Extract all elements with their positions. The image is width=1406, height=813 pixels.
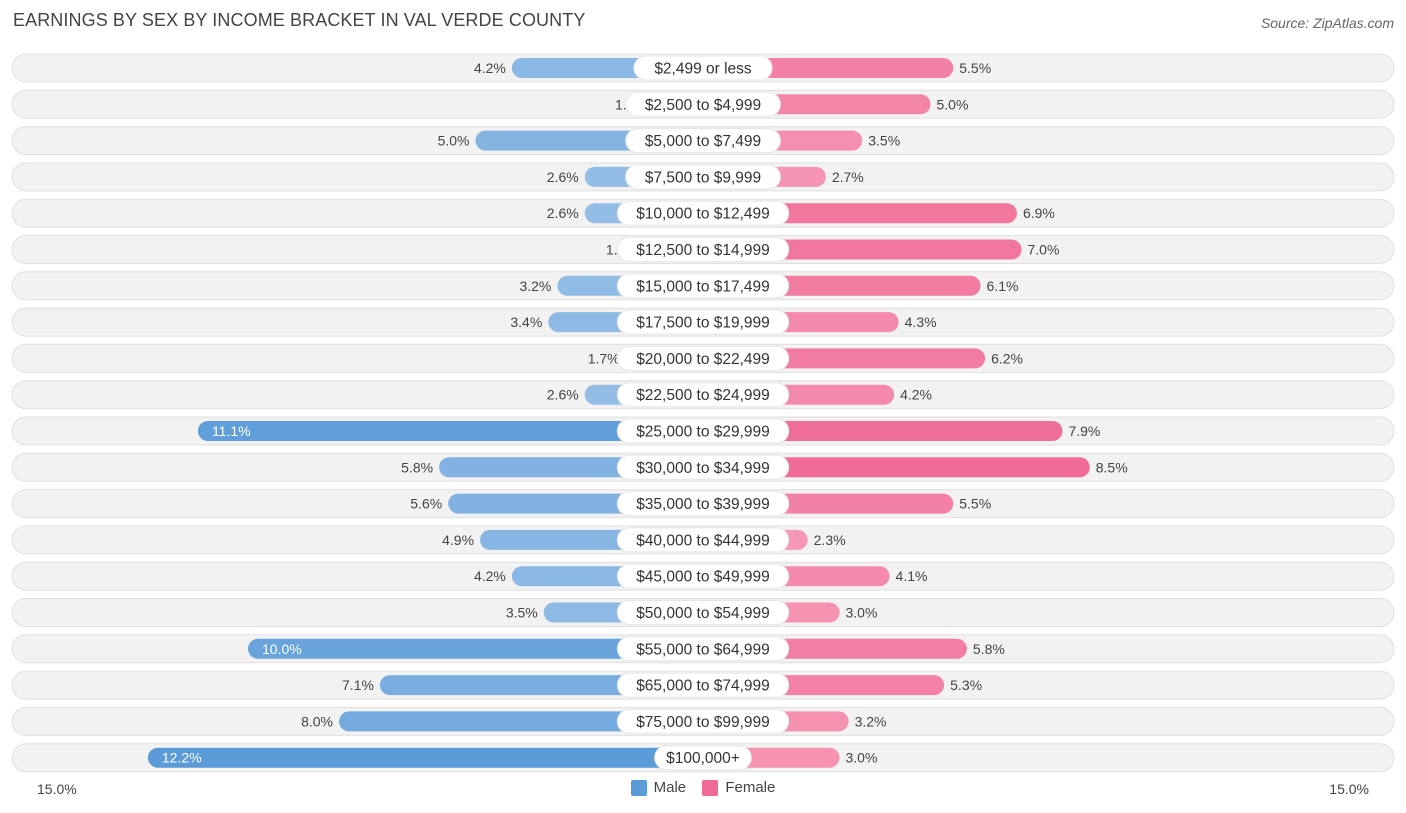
male-value-label: 7.1%	[342, 677, 374, 693]
category-label: $45,000 to $49,999	[636, 569, 770, 586]
female-value-label: 2.7%	[832, 169, 864, 185]
category-pill	[616, 309, 790, 335]
male-value-label: 2.6%	[547, 169, 579, 185]
legend-label-male: Male	[653, 779, 687, 796]
female-value-label: 5.3%	[950, 677, 982, 693]
male-value-label: 5.8%	[401, 459, 433, 475]
male-bar	[339, 711, 703, 732]
category-pill	[616, 418, 790, 444]
female-value-label: 5.0%	[937, 96, 969, 112]
female-value-label: 5.8%	[973, 641, 1005, 657]
category-pill	[616, 273, 790, 299]
category-pill	[616, 672, 790, 698]
category-pill	[616, 600, 790, 625]
category-label: $40,000 to $44,999	[636, 532, 770, 549]
female-value-label: 3.0%	[846, 605, 878, 621]
category-label: $2,500 to $4,999	[645, 97, 761, 114]
legend: Male Female	[0, 779, 1406, 800]
legend-item-male[interactable]: Male	[630, 779, 687, 796]
female-value-label: 6.1%	[987, 278, 1019, 294]
axis-right-label: 15.0%	[1329, 781, 1369, 797]
male-value-label: 4.2%	[474, 568, 506, 584]
category-pill	[616, 527, 790, 553]
category-pill	[616, 491, 790, 517]
category-pill	[616, 237, 790, 262]
category-pill	[616, 200, 790, 226]
category-pill	[616, 382, 790, 408]
female-bar	[703, 421, 1063, 441]
male-value-label: 5.0%	[438, 133, 470, 149]
category-pill	[616, 345, 790, 371]
category-label: $2,499 or less	[654, 61, 752, 78]
female-value-label: 7.0%	[1028, 242, 1060, 258]
category-label: $20,000 to $22,499	[636, 351, 770, 368]
category-pill	[616, 708, 790, 734]
female-value-label: 4.2%	[900, 387, 932, 403]
female-value-label: 5.5%	[959, 60, 991, 76]
category-pill	[654, 745, 752, 771]
category-label: $12,500 to $14,999	[636, 242, 770, 259]
legend-item-female[interactable]: Female	[702, 779, 775, 796]
axis-left-label: 15.0%	[37, 781, 77, 797]
category-label: $55,000 to $64,999	[636, 641, 770, 658]
female-value-label: 4.3%	[905, 314, 937, 330]
male-value-label: 8.0%	[301, 713, 333, 729]
male-bar	[197, 421, 703, 441]
female-value-label: 3.5%	[868, 133, 900, 149]
category-pill	[616, 563, 790, 589]
male-value-label: 3.2%	[519, 278, 551, 294]
category-label: $22,500 to $24,999	[636, 387, 770, 404]
category-label: $30,000 to $34,999	[636, 460, 770, 477]
male-value-label: 11.1%	[212, 423, 251, 439]
category-label: $100,000+	[666, 750, 740, 767]
source-credit: Source: ZipAtlas.com	[1260, 15, 1394, 31]
female-value-label: 3.0%	[846, 750, 878, 766]
legend-label-female: Female	[725, 779, 776, 796]
category-label: $75,000 to $99,999	[636, 714, 770, 731]
chart-title: EARNINGS BY SEX BY INCOME BRACKET IN VAL…	[13, 10, 586, 30]
legend-swatch-female	[702, 779, 719, 796]
male-bar	[147, 747, 703, 768]
male-value-label: 10.0%	[262, 641, 302, 657]
female-value-label: 3.2%	[855, 713, 887, 729]
female-bar	[703, 457, 1090, 478]
category-pill	[616, 636, 790, 662]
male-value-label: 3.4%	[510, 314, 542, 330]
category-pill	[616, 454, 790, 480]
category-label: $50,000 to $54,999	[636, 605, 770, 622]
category-label: $25,000 to $29,999	[636, 424, 770, 441]
category-label: $5,000 to $7,499	[645, 133, 761, 150]
male-value-label: 1.7%	[588, 350, 620, 366]
female-value-label: 6.2%	[991, 350, 1023, 366]
male-value-label: 2.6%	[547, 387, 579, 403]
category-pill	[625, 128, 781, 154]
female-value-label: 2.3%	[814, 532, 846, 548]
legend-swatch-male	[630, 779, 647, 796]
category-label: $10,000 to $12,499	[636, 206, 770, 223]
category-pill	[625, 91, 781, 117]
male-value-label: 4.9%	[442, 532, 474, 548]
category-pill	[625, 164, 781, 190]
female-value-label: 7.9%	[1068, 423, 1100, 439]
category-label: $65,000 to $74,999	[636, 678, 770, 695]
male-value-label: 3.5%	[506, 605, 538, 621]
male-value-label: 5.6%	[410, 496, 442, 512]
category-pill	[633, 55, 773, 81]
female-value-label: 5.5%	[959, 496, 991, 512]
category-label: $15,000 to $17,499	[636, 278, 770, 295]
male-bar	[248, 638, 703, 659]
category-label: $35,000 to $39,999	[636, 496, 770, 513]
category-label: $17,500 to $19,999	[636, 315, 770, 332]
female-value-label: 4.1%	[896, 568, 928, 584]
male-value-label: 12.2%	[162, 750, 202, 766]
male-value-label: 4.2%	[474, 60, 506, 76]
category-label: $7,500 to $9,999	[645, 169, 761, 186]
female-value-label: 6.9%	[1023, 205, 1055, 221]
male-value-label: 2.6%	[547, 205, 579, 221]
female-value-label: 8.5%	[1096, 459, 1128, 475]
